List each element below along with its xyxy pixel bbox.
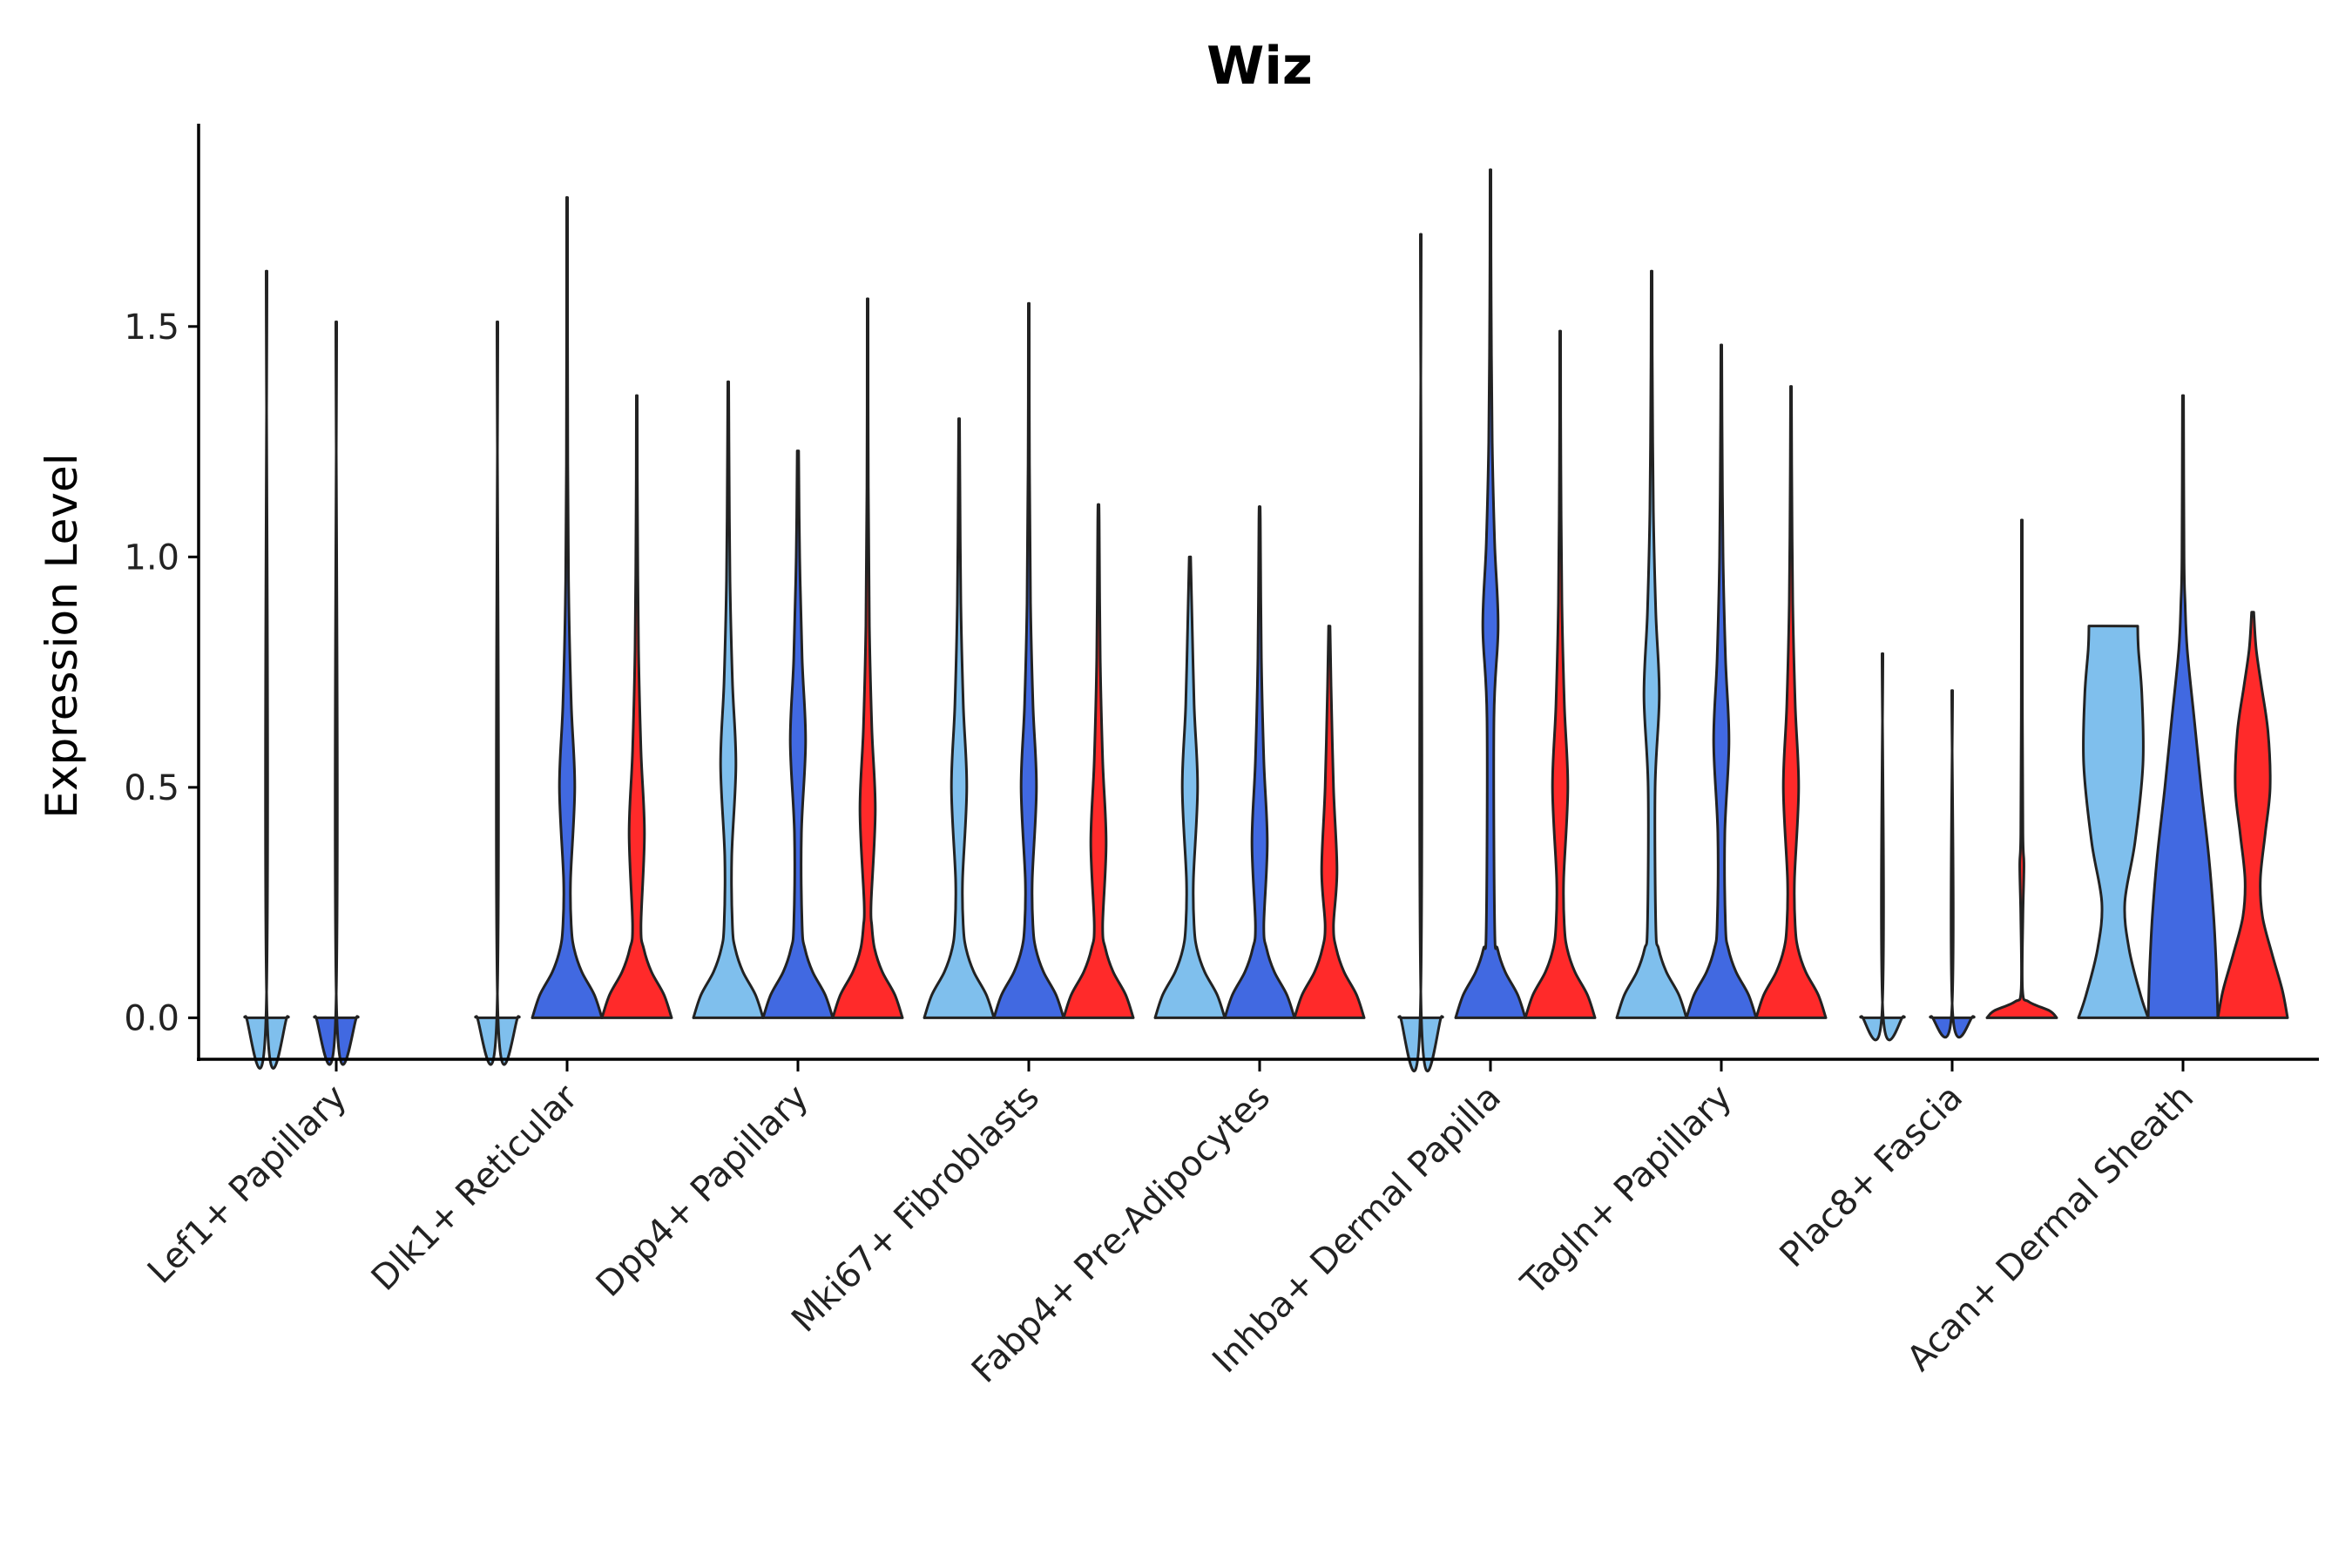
violin-acan-dermal-sheath-2 — [2146, 394, 2220, 1019]
violin-dpp4-papillary-3 — [831, 297, 904, 1019]
axes-layer — [197, 124, 2319, 1061]
y-tick-label: 0.5 — [124, 768, 179, 808]
violin-dlk1-reticular-3 — [600, 394, 673, 1019]
x-ticks: Lef1+ Papillary Dlk1+ Reticular Dpp4+ Papi… — [140, 1059, 2201, 1391]
y-tick-label: 1.5 — [124, 308, 179, 348]
x-tick-label: Tagln+ Papillary — [1513, 1078, 1740, 1304]
violin-dpp4-papillary-2 — [761, 449, 835, 1019]
violin-mki67-fibroblasts-2 — [992, 301, 1065, 1019]
x-tick-label: Lef1+ Papillary — [140, 1078, 355, 1292]
y-tick-label: 1.0 — [124, 537, 179, 578]
y-axis-label: Expression Level — [37, 453, 87, 818]
violin-dlk1-reticular-2 — [531, 196, 604, 1019]
violin-dpp4-papillary-1 — [692, 380, 765, 1019]
violins-layer — [243, 168, 2289, 1073]
violin-tagln-papillary-3 — [1754, 385, 1828, 1019]
y-tick-label: 0.0 — [124, 998, 179, 1038]
violin-inhba-dermal-papilla-1 — [1397, 233, 1444, 1073]
violin-plac8-fascia-1 — [1859, 652, 1906, 1042]
violin-inhba-dermal-papilla-2 — [1454, 168, 1527, 1019]
violin-tagln-papillary-1 — [1615, 269, 1688, 1019]
violin-mki67-fibroblasts-3 — [1062, 503, 1135, 1019]
violin-acan-dermal-sheath-1 — [2077, 625, 2150, 1019]
violin-fabp4-pre-adipocytes-1 — [1153, 555, 1227, 1019]
x-tick-label: Mki67+ Fibroblasts — [784, 1078, 1047, 1341]
violin-tagln-papillary-2 — [1685, 343, 1758, 1019]
violin-mki67-fibroblasts-1 — [923, 417, 996, 1019]
x-tick-label: Dpp4+ Papillary — [589, 1078, 816, 1305]
violin-fabp4-pre-adipocytes-2 — [1223, 505, 1296, 1019]
violin-lef1-papillary-1 — [243, 269, 290, 1070]
violin-acan-dermal-sheath-3 — [2216, 611, 2289, 1019]
violin-plac8-fascia-2 — [1929, 689, 1976, 1039]
x-tick-label: Dlk1+ Reticular — [364, 1077, 586, 1299]
violin-dlk1-reticular-1 — [474, 320, 521, 1066]
violin-inhba-dermal-papilla-3 — [1524, 329, 1597, 1019]
y-ticks: 0.0 0.5 1.0 1.5 — [124, 308, 199, 1038]
violin-lef1-papillary-2 — [313, 320, 360, 1066]
chart-title: Wiz — [1206, 36, 1313, 97]
violin-fabp4-pre-adipocytes-3 — [1293, 625, 1366, 1019]
x-tick-label: Plac8+ Fascia — [1773, 1078, 1971, 1276]
violin-plac8-fascia-3 — [1985, 518, 2058, 1019]
